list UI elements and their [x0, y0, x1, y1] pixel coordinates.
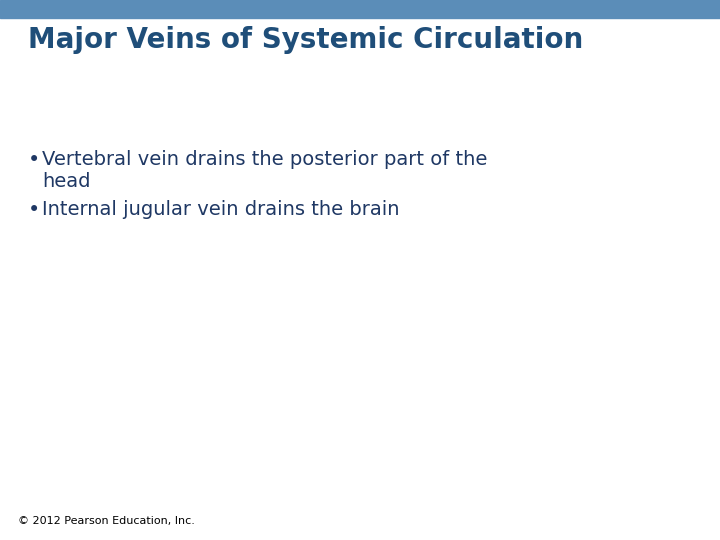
Text: © 2012 Pearson Education, Inc.: © 2012 Pearson Education, Inc.: [18, 516, 195, 526]
Text: Internal jugular vein drains the brain: Internal jugular vein drains the brain: [42, 200, 400, 219]
Text: •: •: [28, 150, 40, 170]
Text: head: head: [42, 172, 91, 191]
FancyBboxPatch shape: [0, 0, 720, 18]
Text: Major Veins of Systemic Circulation: Major Veins of Systemic Circulation: [28, 26, 583, 54]
Text: •: •: [28, 200, 40, 220]
Text: Vertebral vein drains the posterior part of the: Vertebral vein drains the posterior part…: [42, 150, 487, 169]
